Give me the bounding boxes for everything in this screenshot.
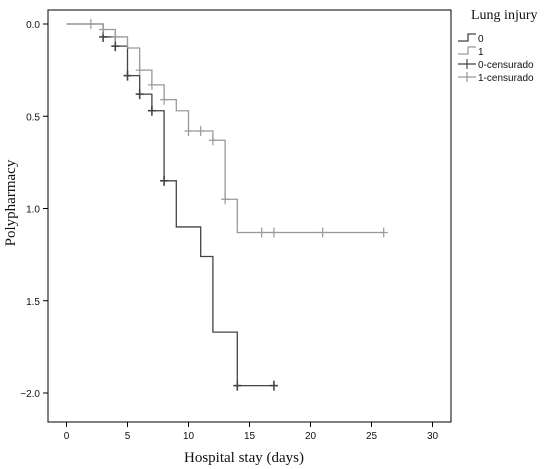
y-tick-label: 1.0 [26,205,40,216]
legend-entry: 0-censurado [458,59,534,71]
x-axis-title: Hospital stay (days) [184,450,304,466]
y-tick-label: 1.5 [26,297,40,308]
legend-entry: 1 [458,46,484,58]
censor-mark-1 [184,126,193,137]
censor-mark-0 [269,380,278,391]
plot-frame [47,9,452,423]
x-tick-label: 0 [64,431,70,442]
legend-label: 0-censurado [478,60,534,71]
censor-mark-0 [111,41,120,52]
censor-mark-1 [269,227,278,238]
y-axis-title: Polypharmacy [3,159,19,246]
censor-mark-1 [111,31,120,42]
censor-mark-1 [379,227,388,238]
legend-swatch [458,33,476,42]
censor-mark-1 [208,135,217,146]
legend-swatch [458,46,476,55]
y-tick-label: 0.5 [26,112,40,123]
censor-mark-0 [233,380,242,391]
y-tick-label: 0.0 [26,20,40,31]
x-tick-label: 25 [366,431,378,442]
legend-label: 1-censurado [478,73,534,84]
legend-entry: 0 [458,33,484,45]
x-tick-label: 30 [427,431,439,442]
censor-mark-0 [160,175,169,186]
legend-label: 1 [478,47,484,58]
legend-entry: 1-censurado [458,72,534,84]
censor-mark-1 [147,79,156,90]
series-layer [66,19,388,391]
y-tick-label: −2.0 [20,389,40,400]
x-tick-label: 20 [305,431,317,442]
censor-mark-1 [86,19,95,29]
censor-mark-0 [135,89,144,100]
x-tick-label: 5 [125,431,131,442]
censor-mark-1 [221,194,230,205]
y-axis: 0.0 0.5 1.0 1.5 −2.0 [20,20,48,400]
censor-mark-0 [123,70,132,81]
censor-mark-1 [196,126,205,137]
legend-label: 0 [478,34,484,45]
censor-mark-1 [318,227,327,238]
series-0-line [66,23,274,387]
legend: Lung injury 0 1 0-censurado 1-censurado [458,8,538,84]
censor-mark-1 [257,227,266,238]
x-tick-label: 15 [244,431,256,442]
legend-title: Lung injury [471,8,538,23]
censor-mark-0 [147,105,156,116]
censor-mark-1 [135,65,144,76]
x-tick-label: 10 [183,431,195,442]
censor-mark-1 [99,24,108,35]
x-axis: 0 5 10 15 20 25 30 [64,422,439,442]
censor-mark-1 [160,94,169,105]
